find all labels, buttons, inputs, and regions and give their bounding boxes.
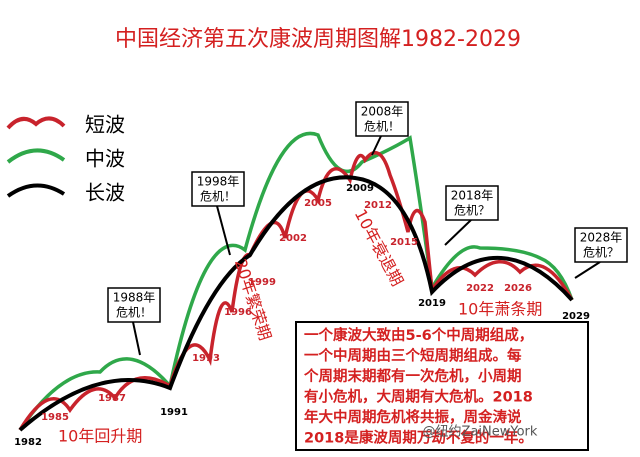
callout-box xyxy=(355,101,409,137)
callout-text: 危机？ xyxy=(454,204,490,218)
callout-text: 危机！ xyxy=(200,190,236,204)
year-label: 2009 xyxy=(346,183,374,194)
legend-label: 短波 xyxy=(85,113,125,137)
note-line: 一个康波大致由5-6个中周期组成， xyxy=(304,326,533,344)
callout-arrow xyxy=(574,261,601,279)
callout-text: 1988年 xyxy=(113,291,156,305)
year-label: 1996 xyxy=(224,307,252,318)
callout-arrow xyxy=(371,135,382,156)
year-label: 2029 xyxy=(562,311,590,322)
legend-red xyxy=(6,116,66,130)
note-line: 有小危机，大周期有大危机。2018 xyxy=(304,388,533,406)
legend-label: 长波 xyxy=(85,181,125,205)
callout-box xyxy=(107,287,161,323)
year-label: 1999 xyxy=(248,277,276,288)
year-label: 2015 xyxy=(390,237,418,248)
callout-box xyxy=(445,185,499,221)
callout-text: 危机！ xyxy=(364,120,400,134)
phase-label: 20年繁荣期 xyxy=(231,257,275,343)
callout-text: 2028年 xyxy=(580,231,623,245)
note-line: 个周期末期都有一次危机，小周期 xyxy=(303,367,522,385)
year-label: 2019 xyxy=(418,298,446,309)
callout-box xyxy=(191,171,245,207)
callout-text: 2008年 xyxy=(361,105,404,119)
legend-green xyxy=(6,148,66,164)
phase-label: 10年萧条期 xyxy=(458,300,542,319)
note-line: 一个中周期由三个短周期组成。每 xyxy=(304,347,522,365)
year-label: 2002 xyxy=(279,233,307,244)
year-label: 2026 xyxy=(504,283,532,294)
year-label: 2012 xyxy=(364,200,392,211)
legend-black xyxy=(6,183,66,198)
callout-arrow xyxy=(216,205,231,256)
callout-text: 危机？ xyxy=(583,246,619,260)
callout-text: 1998年 xyxy=(197,175,240,189)
watermark: @纽约ZaiNewYork xyxy=(423,425,538,440)
phase-label: 10年回升期 xyxy=(58,427,142,446)
year-label: 1985 xyxy=(41,412,69,423)
year-label: 1982 xyxy=(14,437,42,448)
note-box xyxy=(295,321,589,451)
long-wave xyxy=(18,175,574,432)
note-line: 2018是康波周期万劫不复的一年。 xyxy=(304,429,533,447)
legend-label: 中波 xyxy=(85,147,125,171)
note-line: 年大中周期危机将共振，周金涛说 xyxy=(304,408,522,426)
year-label: 2022 xyxy=(466,283,494,294)
year-label: 1993 xyxy=(192,353,220,364)
callout-arrow xyxy=(444,219,472,246)
year-label: 1991 xyxy=(160,407,188,418)
year-label: 1987 xyxy=(98,393,126,404)
title: 中国经济第五次康波周期图解1982-2029 xyxy=(115,27,521,52)
callout-box xyxy=(574,227,628,263)
callout-text: 2018年 xyxy=(451,189,494,203)
callout-text: 危机！ xyxy=(116,306,152,320)
year-label: 2005 xyxy=(304,198,332,209)
callout-arrow xyxy=(132,321,141,356)
